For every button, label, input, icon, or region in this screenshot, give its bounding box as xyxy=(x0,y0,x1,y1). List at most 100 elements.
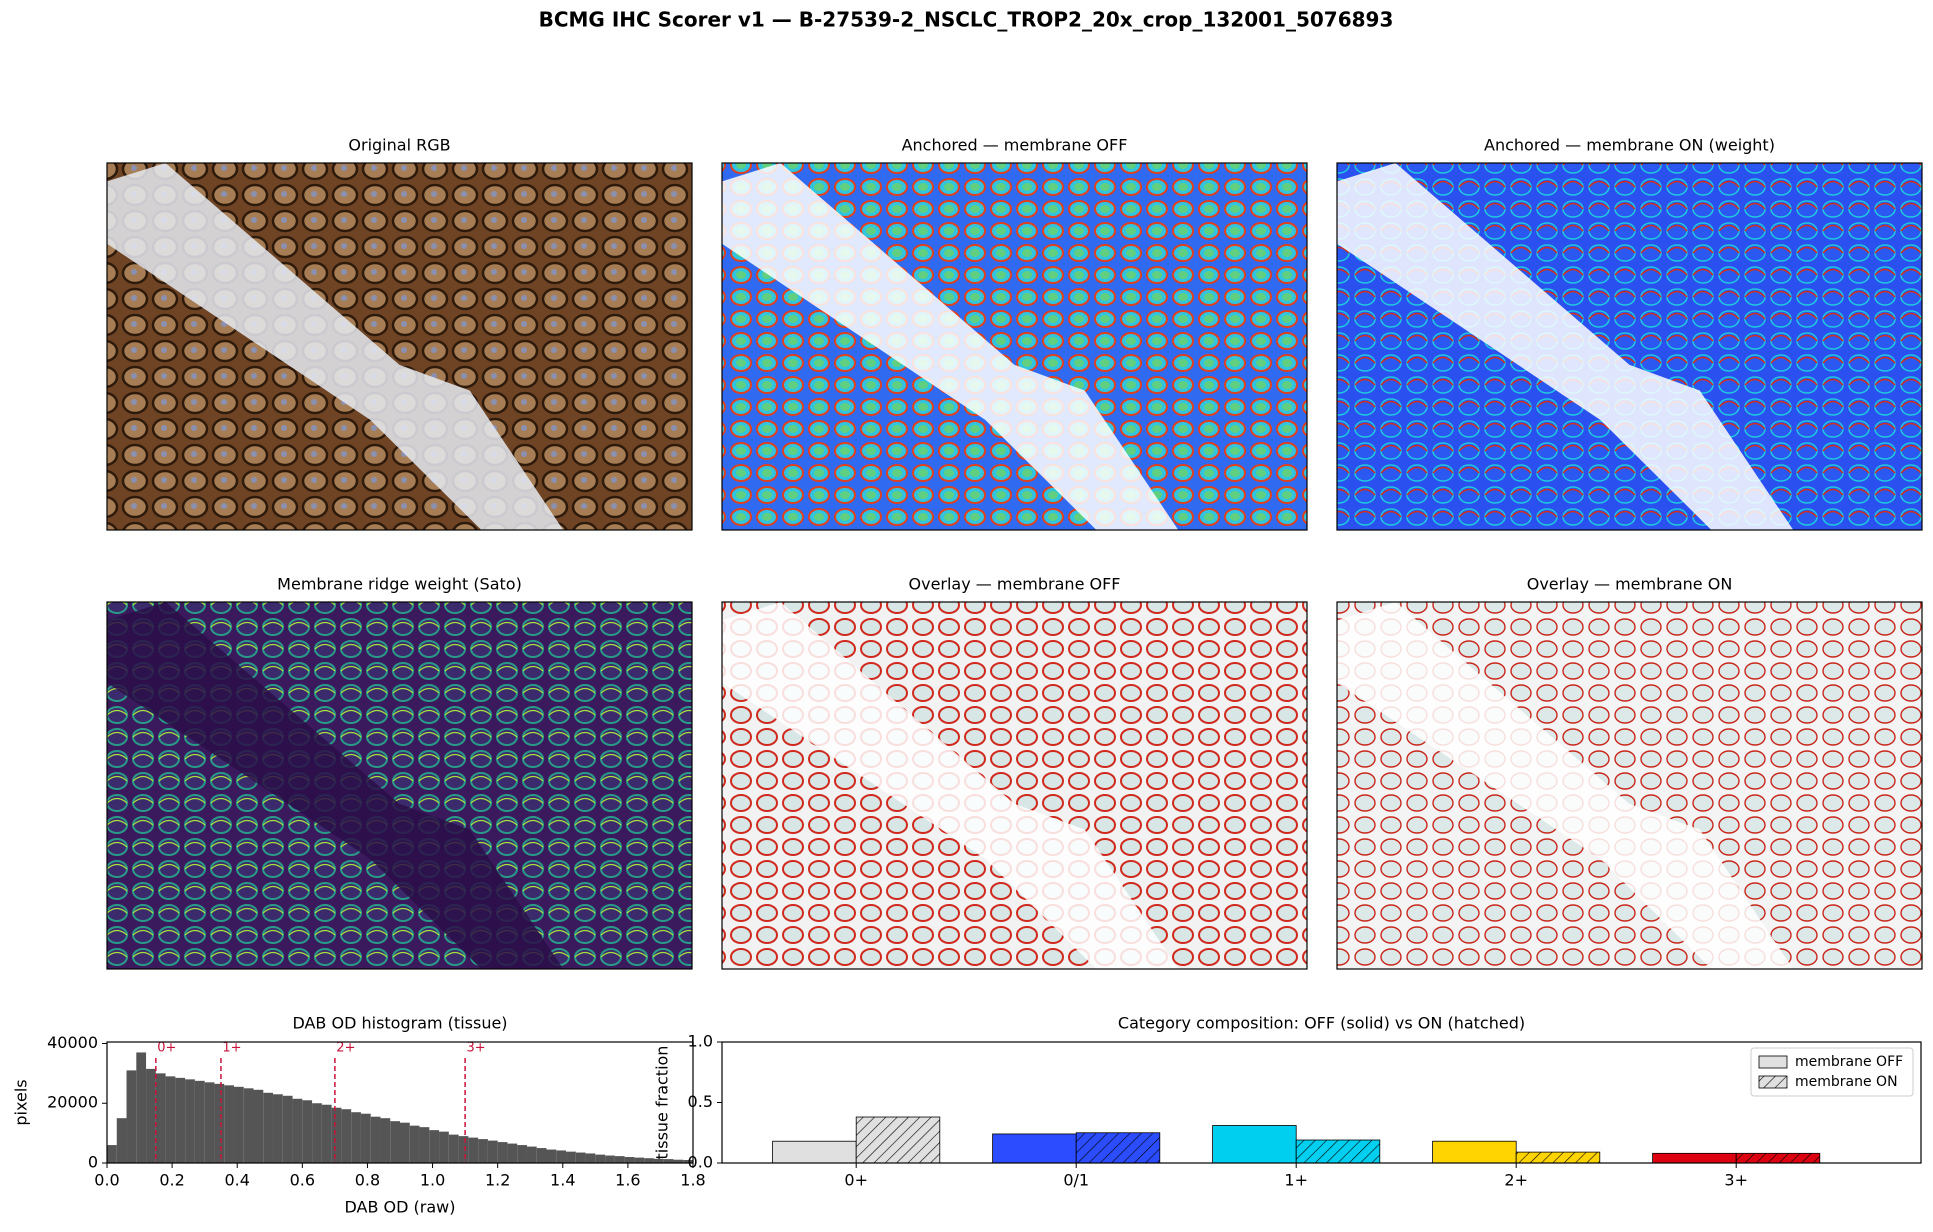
histogram-bar xyxy=(116,1118,127,1163)
threshold-label-box xyxy=(461,1040,492,1056)
bar-hatch xyxy=(1516,1152,1600,1163)
bar-hatch xyxy=(856,1117,940,1163)
histogram-bar xyxy=(634,1157,645,1163)
histogram-bar xyxy=(526,1146,537,1163)
histogram-bar xyxy=(663,1159,674,1163)
histogram-bar xyxy=(214,1083,225,1163)
y-tick-label: 0 xyxy=(88,1153,98,1172)
x-tick-label: 1.0 xyxy=(420,1171,445,1190)
histogram-bar xyxy=(194,1080,205,1163)
histogram-bar xyxy=(400,1122,410,1163)
y-axis-label: pixels xyxy=(12,1079,31,1125)
histogram-bar xyxy=(644,1158,654,1163)
chart-title: DAB OD histogram (tissue) xyxy=(292,1014,507,1033)
panel-frame xyxy=(106,601,693,970)
histogram-bar xyxy=(185,1079,195,1163)
axes-frame xyxy=(106,1041,694,1164)
histogram-bar xyxy=(282,1095,293,1163)
x-tick-label: 0.2 xyxy=(159,1171,184,1190)
stroma-region xyxy=(722,602,1179,969)
histogram-bar xyxy=(429,1130,440,1163)
y-tick-label: 20000 xyxy=(47,1093,98,1112)
panel-title: Overlay — membrane ON xyxy=(1527,575,1733,594)
bar xyxy=(1212,1125,1297,1164)
histogram-bar xyxy=(419,1127,430,1163)
legend-swatch xyxy=(1758,1055,1788,1069)
panel-title: Anchored — membrane ON (weight) xyxy=(1484,136,1775,155)
x-tick-label: 1+ xyxy=(1284,1171,1308,1190)
x-tick-label: 0.0 xyxy=(94,1171,119,1190)
panel-frame xyxy=(1336,601,1923,970)
figure-title: BCMG IHC Scorer v1 — B-27539-2_NSCLC_TRO… xyxy=(539,8,1394,32)
histogram-bar xyxy=(536,1148,547,1163)
histogram-bar xyxy=(448,1134,459,1163)
bar xyxy=(1652,1152,1737,1164)
histogram-bar xyxy=(341,1109,352,1163)
legend-label: membrane ON xyxy=(1795,1074,1898,1090)
histogram-bar xyxy=(478,1139,488,1163)
x-tick-label: 0.8 xyxy=(355,1171,380,1190)
histogram-bar xyxy=(507,1143,518,1163)
histogram-bar xyxy=(292,1098,303,1163)
bar-hatch xyxy=(1076,1132,1160,1163)
histogram-bar xyxy=(263,1092,274,1163)
histogram-bar xyxy=(175,1077,186,1163)
panel-frame xyxy=(106,162,693,531)
histogram-bar xyxy=(136,1052,147,1163)
x-tick-label: 0/1 xyxy=(1063,1171,1089,1190)
histogram-bar xyxy=(380,1118,391,1163)
histogram-bar xyxy=(107,1145,117,1163)
histogram-bar xyxy=(253,1089,264,1163)
histogram-bar xyxy=(360,1113,371,1163)
histogram-bar xyxy=(321,1104,332,1163)
histogram-bar xyxy=(155,1073,166,1163)
threshold-label-box xyxy=(151,1040,182,1056)
stroma-region xyxy=(722,163,1179,530)
panel-title: Anchored — membrane OFF xyxy=(902,136,1128,155)
histogram-bar xyxy=(595,1154,606,1163)
histogram-bar xyxy=(614,1156,625,1163)
x-tick-label: 1.8 xyxy=(680,1171,705,1190)
x-tick-label: 2+ xyxy=(1504,1171,1528,1190)
histogram-bar xyxy=(624,1157,635,1163)
x-tick-label: 1.4 xyxy=(550,1171,575,1190)
histogram-bar xyxy=(302,1100,313,1163)
threshold-label: 1+ xyxy=(222,1041,241,1056)
x-tick-label: 0.6 xyxy=(290,1171,315,1190)
x-tick-label: 0+ xyxy=(844,1171,868,1190)
histogram-bar xyxy=(653,1158,664,1163)
panel-frame xyxy=(721,601,1308,970)
legend-hatch xyxy=(1759,1076,1787,1088)
panel-frame xyxy=(1336,162,1923,531)
stroma-region xyxy=(107,602,564,969)
threshold-label: 2+ xyxy=(336,1041,355,1056)
histogram-bar xyxy=(233,1086,244,1163)
legend-box xyxy=(1750,1047,1914,1097)
bar xyxy=(1432,1140,1517,1164)
threshold-label-box xyxy=(216,1040,247,1056)
histogram-bar xyxy=(566,1151,576,1163)
panel-title: Overlay — membrane OFF xyxy=(909,575,1121,594)
stroma-region xyxy=(1337,163,1794,530)
histogram-bar xyxy=(126,1070,137,1163)
histogram-bar xyxy=(224,1085,234,1163)
histogram-bar xyxy=(331,1107,342,1163)
histogram-bar xyxy=(243,1088,254,1163)
bar-hatch xyxy=(1296,1140,1380,1163)
y-tick-label: 0.5 xyxy=(688,1092,713,1111)
histogram-bar xyxy=(585,1153,596,1163)
chart-title: Category composition: OFF (solid) vs ON … xyxy=(1118,1014,1525,1033)
x-axis-label: DAB OD (raw) xyxy=(345,1198,456,1217)
histogram-bar xyxy=(409,1125,420,1163)
histogram-bar xyxy=(556,1150,567,1163)
histogram-bar xyxy=(497,1142,508,1163)
legend-label: membrane OFF xyxy=(1795,1054,1903,1070)
y-axis-label: tissue fraction xyxy=(653,1046,672,1160)
histogram-bar xyxy=(673,1159,684,1163)
histogram-bar xyxy=(487,1140,498,1163)
histogram-bar xyxy=(273,1094,283,1163)
y-tick-label: 1.0 xyxy=(688,1032,713,1051)
histogram-bar xyxy=(370,1116,381,1163)
histogram-bar xyxy=(546,1149,557,1163)
